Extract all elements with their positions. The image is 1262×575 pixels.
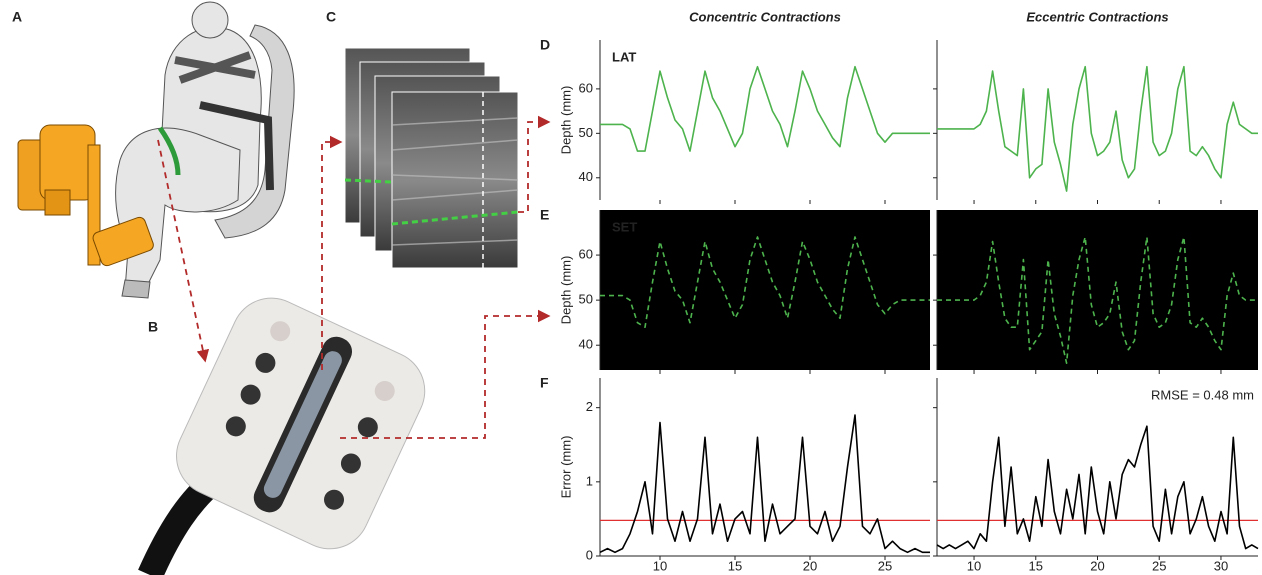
y-axis-label: Depth (mm)	[558, 256, 573, 325]
y-tick-label: 50	[579, 292, 593, 307]
panel-label: C	[326, 9, 336, 25]
x-tick-label: 15	[1029, 558, 1043, 573]
x-tick-label: 10	[967, 558, 981, 573]
plot-background	[600, 210, 930, 370]
x-tick-label: 20	[1090, 558, 1104, 573]
column-title: Concentric Contractions	[689, 9, 841, 24]
plot-background	[937, 210, 1258, 370]
data-line	[600, 236, 930, 328]
panel-label: B	[148, 319, 158, 335]
y-tick-label: 2	[586, 399, 593, 414]
data-line	[600, 65, 930, 152]
panel-label: E	[540, 207, 549, 223]
y-tick-label: 40	[579, 169, 593, 184]
x-tick-label: 25	[878, 558, 892, 573]
y-tick-label: 60	[579, 80, 593, 95]
ultrasound-stack	[344, 47, 519, 269]
charts: 40 50 60 Concentric Contractions D Depth (mm)…	[540, 9, 1259, 573]
annotation: LAT	[612, 49, 636, 64]
y-tick-label: 0	[586, 547, 593, 562]
arrows	[157, 115, 551, 439]
data-line	[937, 65, 1258, 192]
panel-label: F	[540, 375, 549, 391]
y-tick-label: 40	[579, 337, 593, 352]
annotation: SET	[612, 219, 637, 234]
annotation: RMSE = 0.48 mm	[1151, 387, 1254, 402]
x-tick-label: 30	[1214, 558, 1228, 573]
data-line	[936, 425, 1259, 550]
subject-illustration	[17, 1, 295, 299]
panel-label: A	[12, 9, 22, 25]
probe-illustration	[138, 297, 426, 575]
y-axis-label: Depth (mm)	[558, 86, 573, 155]
y-tick-label: 1	[586, 473, 593, 488]
column-title: Eccentric Contractions	[1026, 9, 1168, 24]
x-tick-label: 25	[1152, 558, 1166, 573]
y-tick-label: 60	[579, 247, 593, 262]
data-line	[599, 414, 930, 554]
x-tick-label: 20	[803, 558, 817, 573]
x-tick-label: 15	[728, 558, 742, 573]
panel-label: D	[540, 37, 550, 53]
y-tick-label: 50	[579, 125, 593, 140]
y-axis-label: Error (mm)	[558, 436, 573, 499]
x-tick-label: 10	[653, 558, 667, 573]
